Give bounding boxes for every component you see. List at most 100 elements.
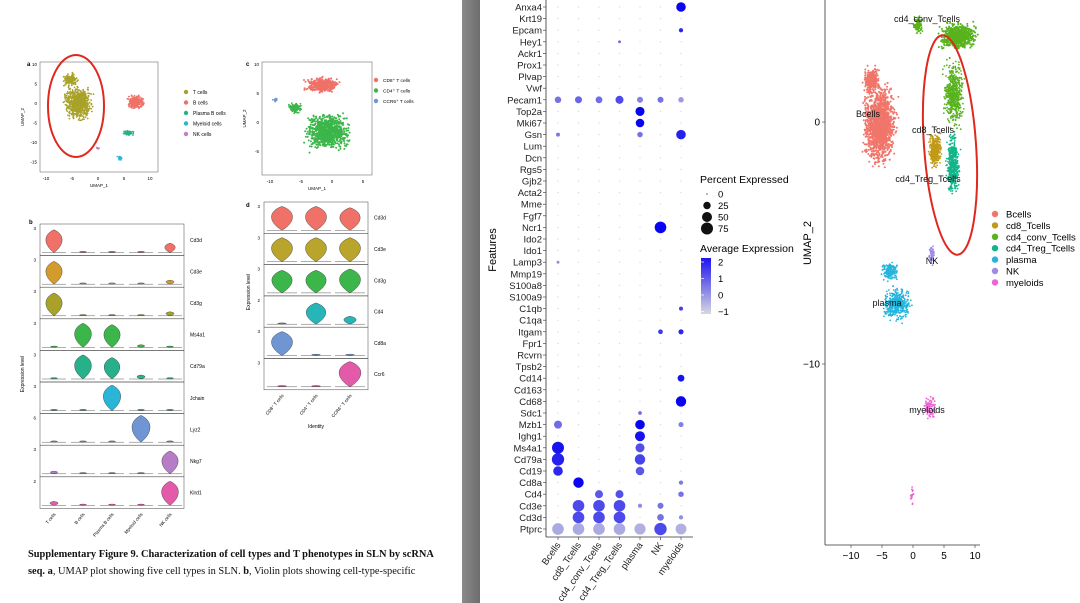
dotplot-dot-empty	[577, 238, 580, 240]
dotplot-dot-empty	[659, 168, 662, 170]
dotplot-dot-empty	[639, 18, 641, 20]
panel-d-violin	[339, 207, 361, 231]
dotplot-dot-empty	[598, 134, 600, 136]
dotplot-dot-empty	[577, 180, 580, 182]
dotplot-dot-empty	[659, 366, 662, 368]
umap-cd4-conv-cluster	[937, 20, 979, 50]
dotplot-dot-empty	[618, 458, 621, 460]
viewer-gutter	[462, 0, 480, 603]
dotplot-dot-empty	[639, 192, 641, 194]
dotplot-dot-empty	[618, 215, 621, 217]
percent-legend-dot	[703, 201, 711, 210]
dotplot-dot-empty	[598, 64, 600, 66]
panel-d-row-ymax: 3	[257, 329, 260, 334]
dotplot-dot-empty	[618, 389, 621, 391]
dotplot-feature-label: Cd68	[519, 397, 542, 408]
dotplot-dot	[556, 260, 560, 264]
panel-d-xlabel: Identity	[308, 424, 325, 430]
umap-large: −10 −5 0 5 100−10cd4_conv_TcellsBcellscd8_Tc…	[803, 0, 1076, 562]
percent-legend-label: 0	[718, 190, 723, 201]
panel-d-violin	[305, 270, 327, 294]
dotplot-dot-empty	[618, 250, 621, 252]
dotplot-dot-empty	[577, 6, 580, 8]
panel-a-legend-label: B cells	[193, 101, 208, 107]
dotplot-dot-empty	[557, 273, 559, 275]
dotplot-dot-empty	[680, 64, 682, 66]
panel-a-legend-swatch	[183, 89, 189, 95]
dotplot-group-label: NK	[649, 540, 666, 558]
umap-xtick-label: 5	[941, 551, 947, 562]
average-expression-tick: 1	[718, 274, 723, 285]
dotplot-feature-label: Rgs5	[520, 165, 542, 176]
dotplot-dot-empty	[577, 226, 580, 228]
dotplot-dot-empty	[598, 400, 600, 402]
dotplot-dot	[593, 499, 605, 512]
dotplot-dot-empty	[577, 435, 580, 437]
dotplot-dot-empty	[598, 319, 600, 321]
dotplot-dot-empty	[577, 145, 580, 147]
dotplot-dot-empty	[659, 145, 662, 147]
panel-b-violin	[165, 279, 175, 285]
dotplot-dot-empty	[557, 41, 559, 43]
dotplot-dot-empty	[680, 145, 682, 147]
dotplot-dot-empty	[557, 29, 559, 31]
dotplot-dot-empty	[680, 273, 682, 275]
dotplot-dot-empty	[639, 145, 641, 147]
panel-b-violin	[108, 503, 116, 506]
dotplot-dot-empty	[557, 226, 559, 228]
dotplot-umap-image: Features Anxa4 Krt19 Epcam Hey1 Ackr1 Prox1 Pl…	[480, 0, 1080, 603]
dotplot-dot-empty	[577, 470, 580, 472]
dotplot-feature-label: Vwf	[526, 84, 542, 95]
panel-b-violin	[166, 409, 174, 411]
panel-b-violin	[137, 409, 145, 411]
dotplot-feature-label: Ido1	[524, 246, 543, 257]
dotplot-feature-label: Fpr1	[522, 339, 542, 350]
dotplot-dot-empty	[659, 110, 662, 112]
dotplot-dot	[572, 499, 585, 512]
panel-b-celltype-label: Myeloid cells	[123, 511, 144, 535]
dotplot-dot-empty	[618, 284, 621, 286]
panel-b-violin	[137, 472, 145, 475]
umap-ylabel: UMAP_2	[802, 221, 814, 265]
panel-d-violin	[305, 206, 327, 231]
dotplot-dot-empty	[659, 447, 662, 449]
dotplot-dot-empty	[598, 122, 600, 124]
average-expression-tick: −1	[718, 307, 729, 318]
dotplot-dot-empty	[659, 250, 662, 252]
dotplot-dot-empty	[680, 180, 682, 182]
dotplot-dot-empty	[680, 447, 682, 449]
pdf-page: a -10 -5 0 5 10 10 5 0 -5 -10 -15 UMAP_1 UMAP_2 T cel…	[0, 0, 462, 603]
dotplot-dot-empty	[639, 215, 641, 217]
dotplot-dot-empty	[680, 412, 682, 414]
dotplot-dot-empty	[618, 447, 621, 449]
panel-b-violin	[166, 440, 174, 443]
dotplot-dot-empty	[680, 470, 682, 472]
panel-b-row-ymax: 2	[33, 479, 36, 484]
dotplot-dot-empty	[557, 377, 559, 379]
dotplot-dot-empty	[659, 122, 662, 124]
dotplot-feature-label: Krt19	[519, 14, 542, 25]
panel-a-label: a	[27, 62, 31, 68]
average-expression-tick: 2	[718, 258, 723, 269]
dotplot-feature-label: Mki67	[517, 119, 542, 130]
dotplot-dot-empty	[577, 447, 580, 449]
dotplot-dot-empty	[639, 180, 641, 182]
umap-legend-label: plasma	[1006, 255, 1037, 266]
dotplot-dot-empty	[577, 134, 580, 136]
dotplot-dot-empty	[639, 516, 641, 519]
dotplot-dot-empty	[577, 412, 580, 414]
panel-b-label: b	[29, 220, 33, 226]
umap-cluster-label: cd4_Treg_Tcells	[895, 174, 961, 184]
dotplot-dot	[613, 499, 626, 512]
dotplot-dot-empty	[659, 192, 662, 194]
panel-b-violin	[50, 470, 58, 475]
dotplot-dot-empty	[639, 400, 641, 402]
dotplot-dot-empty	[659, 284, 662, 286]
dotplot-dot-empty	[618, 157, 621, 159]
dotplot-dot-empty	[680, 87, 682, 89]
dotplot-feature-label: Dcn	[525, 153, 542, 164]
panel-a-legend-swatch	[183, 100, 189, 105]
dotplot-dot	[618, 40, 621, 44]
dotplot-dot-empty	[618, 168, 621, 170]
percent-legend-dot	[701, 222, 713, 235]
